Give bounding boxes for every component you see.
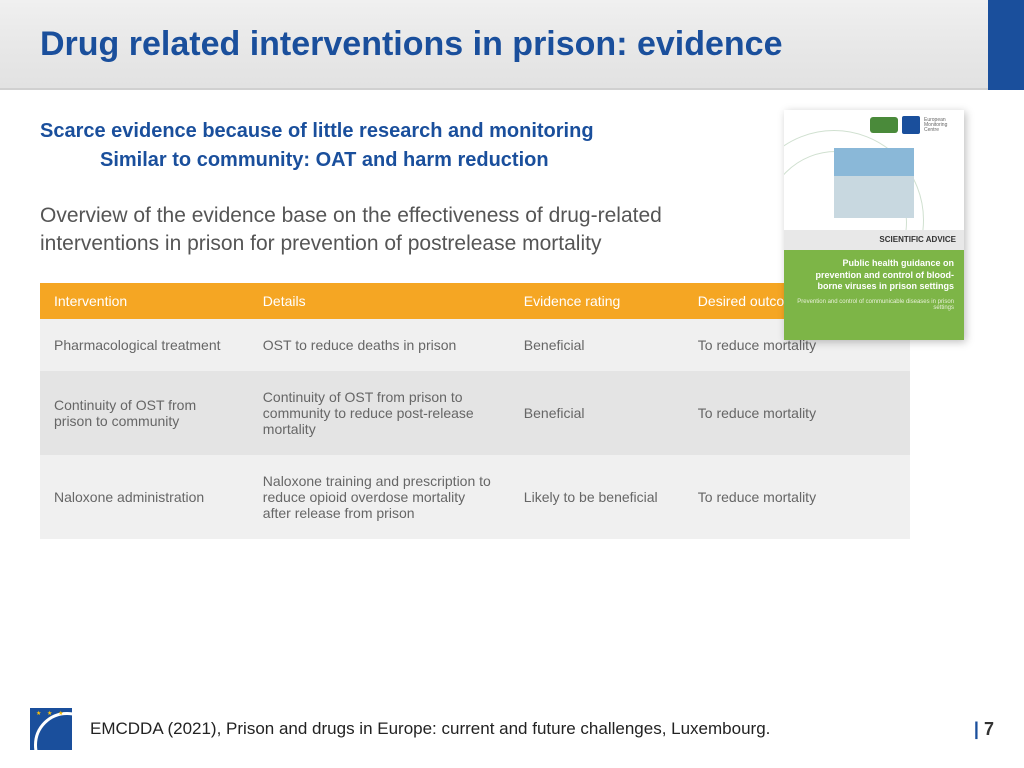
table-row: Pharmacological treatment OST to reduce … xyxy=(40,319,910,371)
cell: To reduce mortality xyxy=(684,455,910,539)
cell: Continuity of OST from prison to communi… xyxy=(40,371,249,455)
table-row: Naloxone administration Naloxone trainin… xyxy=(40,455,910,539)
cell: Continuity of OST from prison to communi… xyxy=(249,371,510,455)
table-header-row: Intervention Details Evidence rating Des… xyxy=(40,283,910,319)
pub-badge: SCIENTIFIC ADVICE xyxy=(784,230,964,250)
table-header: Evidence rating xyxy=(510,283,684,319)
cell: To reduce mortality xyxy=(684,371,910,455)
pub-photo xyxy=(834,148,914,218)
cell: Pharmacological treatment xyxy=(40,319,249,371)
pub-bottom: Public health guidance on prevention and… xyxy=(784,250,964,340)
page-number: | 7 xyxy=(974,719,994,740)
publication-cover: European Monitoring Centre SCIENTIFIC AD… xyxy=(784,110,964,340)
emcdda-logo-icon xyxy=(902,116,920,134)
emcdda-logo-icon xyxy=(30,708,72,750)
evidence-table: Intervention Details Evidence rating Des… xyxy=(40,283,910,539)
cell: Likely to be beneficial xyxy=(510,455,684,539)
table-header: Intervention xyxy=(40,283,249,319)
table-header: Details xyxy=(249,283,510,319)
logo-text: European Monitoring Centre xyxy=(924,118,954,133)
pub-subtitle: Prevention and control of communicable d… xyxy=(794,299,954,311)
cell: Naloxone administration xyxy=(40,455,249,539)
cell: Beneficial xyxy=(510,319,684,371)
overview-text: Overview of the evidence base on the eff… xyxy=(40,202,680,259)
pub-title: Public health guidance on prevention and… xyxy=(794,258,954,293)
pub-logos: European Monitoring Centre xyxy=(870,116,954,134)
header-bar: Drug related interventions in prison: ev… xyxy=(0,0,1024,90)
pub-cover-top: European Monitoring Centre xyxy=(784,110,964,230)
header-accent xyxy=(988,0,1024,90)
footer-citation: EMCDDA (2021), Prison and drugs in Europ… xyxy=(90,719,770,739)
cell: Naloxone training and prescription to re… xyxy=(249,455,510,539)
footer: EMCDDA (2021), Prison and drugs in Europ… xyxy=(0,708,1024,750)
page-number-value: 7 xyxy=(984,719,994,739)
ecdc-logo-icon xyxy=(870,117,898,133)
slide-title: Drug related interventions in prison: ev… xyxy=(40,25,783,64)
table-row: Continuity of OST from prison to communi… xyxy=(40,371,910,455)
cell: Beneficial xyxy=(510,371,684,455)
cell: OST to reduce deaths in prison xyxy=(249,319,510,371)
